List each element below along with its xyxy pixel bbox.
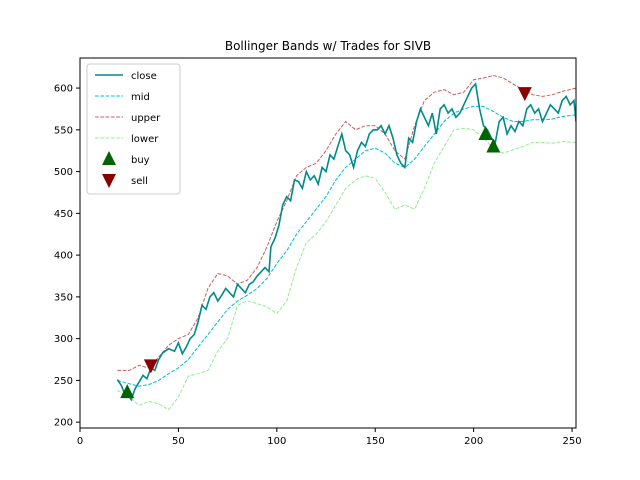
sell-marker-0 (143, 359, 158, 374)
y-tick-label-600: 600 (54, 84, 73, 95)
buy-marker-2 (486, 138, 501, 153)
axes-frame (79, 57, 577, 429)
x-tick-label-200: 200 (464, 436, 483, 447)
y-tick-label-450: 450 (54, 209, 73, 220)
sell-marker-1 (517, 87, 532, 102)
x-tick-label-50: 50 (172, 436, 185, 447)
legend: close mid upper lower buy sell (86, 63, 181, 195)
legend-label-sell: sell (131, 176, 148, 187)
legend-swatch-buy (102, 151, 116, 165)
y-tick-label-200: 200 (54, 418, 73, 429)
y-tick-label-350: 350 (54, 292, 73, 303)
series-line-mid (117, 105, 576, 387)
axes: 0 50 100 150 200 250 200 250 300 350 400 450 500 550 6… (54, 84, 582, 447)
legend-label-buy: buy (131, 155, 150, 166)
x-tick-label-150: 150 (366, 436, 385, 447)
legend-box (86, 63, 181, 195)
series-line-upper (117, 74, 576, 371)
y-tick-label-550: 550 (54, 125, 73, 136)
legend-swatch-sell (102, 174, 116, 188)
plot-area (116, 74, 576, 411)
chart-title: Bollinger Bands w/ Trades for SIVB (225, 39, 431, 53)
x-tick-label-250: 250 (563, 436, 582, 447)
y-tick-label-300: 300 (54, 334, 73, 345)
buy-marker-0 (120, 384, 135, 399)
legend-label-upper: upper (131, 113, 161, 124)
legend-label-lower: lower (131, 134, 159, 145)
y-tick-label-500: 500 (54, 167, 73, 178)
legend-label-close: close (131, 71, 157, 82)
buy-marker-1 (478, 126, 493, 141)
y-tick-label-250: 250 (54, 376, 73, 387)
x-tick-label-0: 0 (77, 436, 83, 447)
y-tick-label-400: 400 (54, 251, 73, 262)
legend-label-mid: mid (131, 92, 150, 103)
series-line-close (116, 82, 576, 402)
x-tick-label-100: 100 (267, 436, 286, 447)
